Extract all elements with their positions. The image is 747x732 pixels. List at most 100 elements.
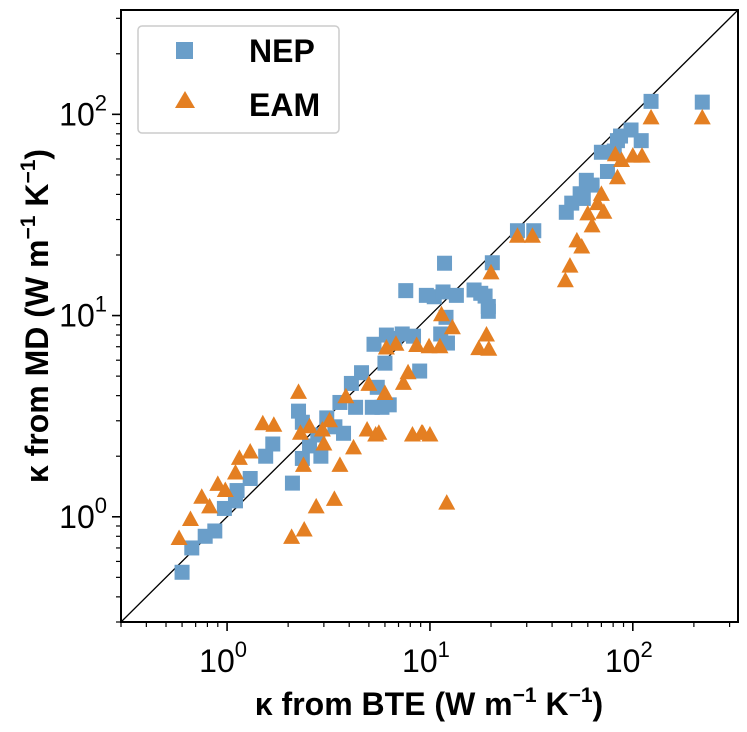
nep-point xyxy=(643,93,659,109)
eam-point xyxy=(370,424,388,440)
eam-point xyxy=(360,375,378,391)
nep-point xyxy=(593,144,609,160)
nep-point xyxy=(242,470,258,486)
eam-point xyxy=(561,257,579,273)
eam-point xyxy=(573,238,591,254)
nep-point xyxy=(348,399,364,415)
nep-point xyxy=(480,303,496,319)
nep-point xyxy=(584,177,600,193)
eam-point xyxy=(315,434,333,451)
reference-line xyxy=(120,9,739,623)
eam-point xyxy=(337,387,355,404)
eam-point xyxy=(294,456,312,472)
nep-point xyxy=(313,448,329,464)
eam-point xyxy=(523,227,541,243)
eam-point xyxy=(358,420,376,437)
nep-point xyxy=(258,448,274,464)
y-tick-label: 101 xyxy=(59,292,107,334)
eam-point xyxy=(325,490,343,506)
eam-point xyxy=(283,528,301,544)
nep-point xyxy=(484,255,500,271)
nep-point xyxy=(398,283,414,299)
legend-label-eam: EAM xyxy=(249,87,320,123)
eam-point xyxy=(477,326,495,342)
nep-point xyxy=(633,133,649,149)
nep-point xyxy=(184,540,200,556)
eam-point xyxy=(387,335,405,351)
nep-point xyxy=(207,523,223,539)
eam-point xyxy=(613,151,631,167)
eam-point xyxy=(254,414,272,431)
eam-point xyxy=(482,263,500,280)
nep-point xyxy=(437,255,453,271)
eam-point xyxy=(216,481,234,498)
nep-point xyxy=(366,336,382,352)
eam-point xyxy=(508,227,526,243)
x-tick-label: 102 xyxy=(605,637,653,679)
y-tick-labels: 100 101 102 xyxy=(59,90,107,534)
eam-point xyxy=(181,510,199,526)
eam-point xyxy=(201,497,219,514)
nep-point xyxy=(377,355,393,371)
reference-line-group xyxy=(120,9,739,623)
eam-point xyxy=(592,185,610,201)
eam-point xyxy=(642,108,660,125)
eam-point xyxy=(608,168,626,185)
eam-point xyxy=(633,147,651,163)
nep-point xyxy=(448,287,464,303)
y-tick-label: 102 xyxy=(59,90,107,132)
eam-point xyxy=(331,456,349,472)
eam-point xyxy=(399,363,417,380)
eam-point xyxy=(438,494,456,510)
eam-point xyxy=(193,488,211,504)
eam-point xyxy=(480,340,498,356)
nep-point xyxy=(229,483,245,499)
eam-point xyxy=(307,497,325,514)
nep-point xyxy=(694,94,710,110)
legend: NEP EAM xyxy=(137,25,340,134)
nep-point xyxy=(265,436,281,452)
eam-point xyxy=(290,383,308,399)
nep-point xyxy=(412,363,428,379)
eam-point xyxy=(431,337,449,354)
eam-point xyxy=(443,318,461,335)
eam-point xyxy=(230,449,248,465)
nep-point xyxy=(381,397,397,413)
eam-point xyxy=(421,425,439,442)
eam-point xyxy=(693,108,711,125)
x-tick-label: 101 xyxy=(402,637,450,679)
eam-point xyxy=(345,438,363,455)
eam-point xyxy=(170,529,188,545)
eam-point xyxy=(291,424,309,440)
nep-point xyxy=(174,564,190,580)
x-tick-labels: 100 101 102 xyxy=(199,637,653,679)
legend-marker-nep xyxy=(176,42,193,59)
nep-point xyxy=(336,425,352,441)
major-ticks xyxy=(112,113,634,631)
nep-point xyxy=(369,379,385,395)
nep-point xyxy=(284,475,300,491)
x-tick-label: 100 xyxy=(199,637,247,679)
data-marks xyxy=(170,93,711,580)
eam-point xyxy=(394,374,412,390)
nep-point xyxy=(575,190,591,206)
plot-frame xyxy=(120,9,739,623)
x-axis-label: κ from BTE (W m−1 K−1) xyxy=(255,684,603,722)
eam-point xyxy=(583,216,601,233)
eam-point xyxy=(376,384,394,400)
eam-point xyxy=(313,420,331,437)
eam-point xyxy=(432,305,450,322)
eam-point xyxy=(226,464,244,480)
eam-point xyxy=(420,337,438,354)
y-tick-label: 100 xyxy=(59,493,107,535)
nep-point xyxy=(354,365,370,381)
eam-point xyxy=(321,411,339,428)
legend-marker-eam xyxy=(175,91,195,108)
eam-point xyxy=(556,271,574,288)
eam-point xyxy=(241,442,259,459)
nep-point xyxy=(394,326,410,342)
eam-point xyxy=(295,520,313,537)
eam-point xyxy=(301,417,319,434)
eam-point xyxy=(595,203,613,219)
